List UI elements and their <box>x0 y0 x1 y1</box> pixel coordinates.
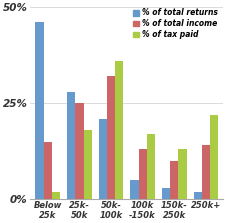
Bar <box>138 149 146 199</box>
Bar <box>35 22 43 199</box>
Bar <box>161 188 169 199</box>
Bar <box>130 180 138 199</box>
Bar <box>193 192 201 199</box>
Bar <box>75 103 83 199</box>
Legend: % of total returns, % of total income, % of tax paid: % of total returns, % of total income, %… <box>131 7 218 41</box>
Bar <box>146 134 154 199</box>
Bar <box>106 76 115 199</box>
Bar <box>98 118 106 199</box>
Bar <box>169 161 178 199</box>
Bar <box>115 61 123 199</box>
Bar <box>209 115 217 199</box>
Bar <box>83 130 91 199</box>
Bar <box>201 145 209 199</box>
Bar <box>52 192 60 199</box>
Bar <box>178 149 186 199</box>
Bar <box>67 92 75 199</box>
Bar <box>43 142 52 199</box>
